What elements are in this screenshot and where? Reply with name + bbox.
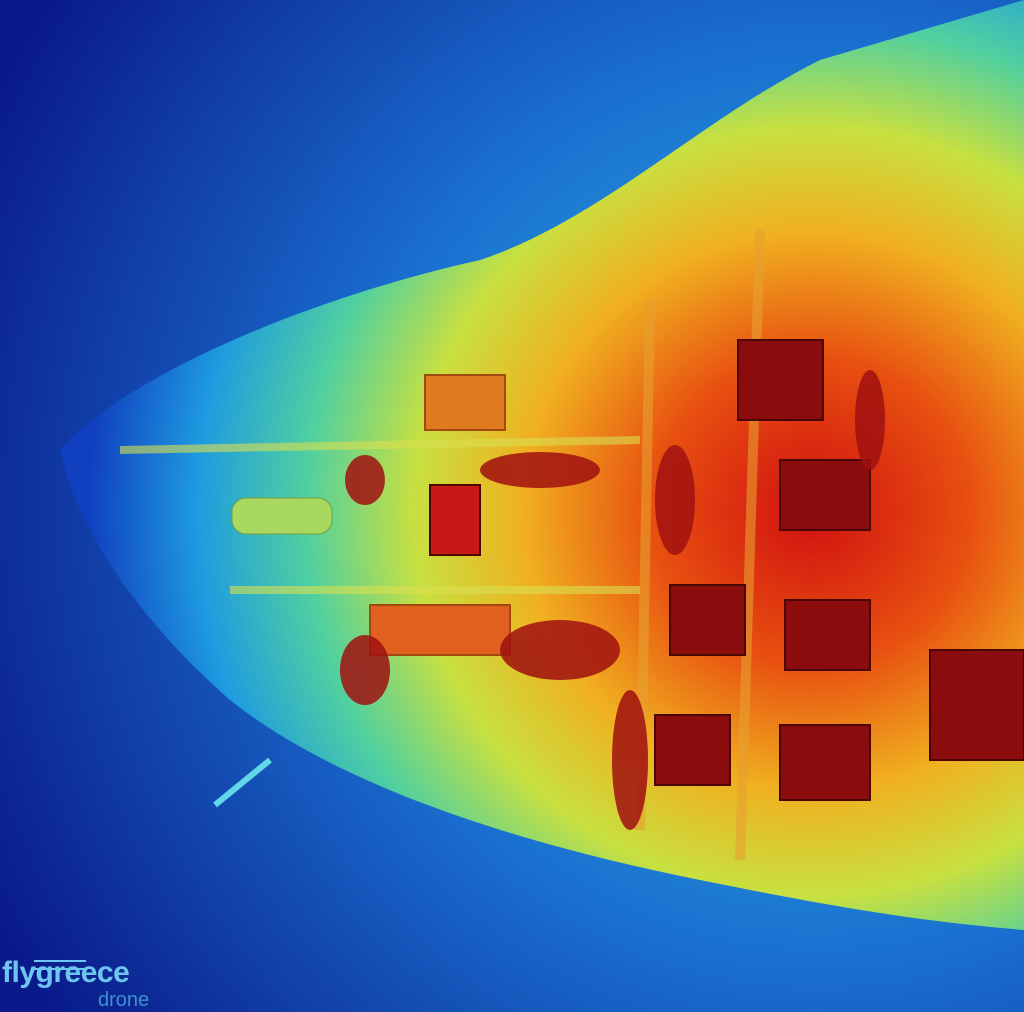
pier (213, 757, 272, 808)
tree-cluster (345, 455, 385, 505)
tree-cluster (480, 452, 600, 488)
building (784, 599, 871, 671)
tree-cluster (500, 620, 620, 680)
road-east-west (119, 436, 641, 594)
vegetation (340, 370, 885, 830)
building (429, 484, 481, 556)
logo-brand: flygreece (2, 956, 130, 989)
watermark-logo: flygreece drone (2, 956, 149, 1011)
pool (231, 497, 333, 535)
building (424, 374, 506, 431)
building (669, 584, 746, 656)
tree-cluster (612, 690, 648, 830)
building (929, 649, 1024, 761)
building (779, 459, 871, 531)
logo-sub: drone (98, 989, 150, 1011)
building (654, 714, 731, 786)
building (737, 339, 824, 421)
tree-cluster (655, 445, 695, 555)
building (779, 724, 871, 801)
tree-cluster (855, 370, 885, 470)
logo-stripes (34, 960, 86, 970)
tree-cluster (340, 635, 390, 705)
building (369, 604, 511, 656)
buildings (369, 339, 1024, 801)
